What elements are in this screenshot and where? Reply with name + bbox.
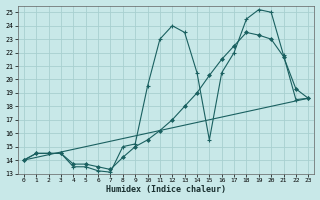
X-axis label: Humidex (Indice chaleur): Humidex (Indice chaleur) <box>106 185 226 194</box>
